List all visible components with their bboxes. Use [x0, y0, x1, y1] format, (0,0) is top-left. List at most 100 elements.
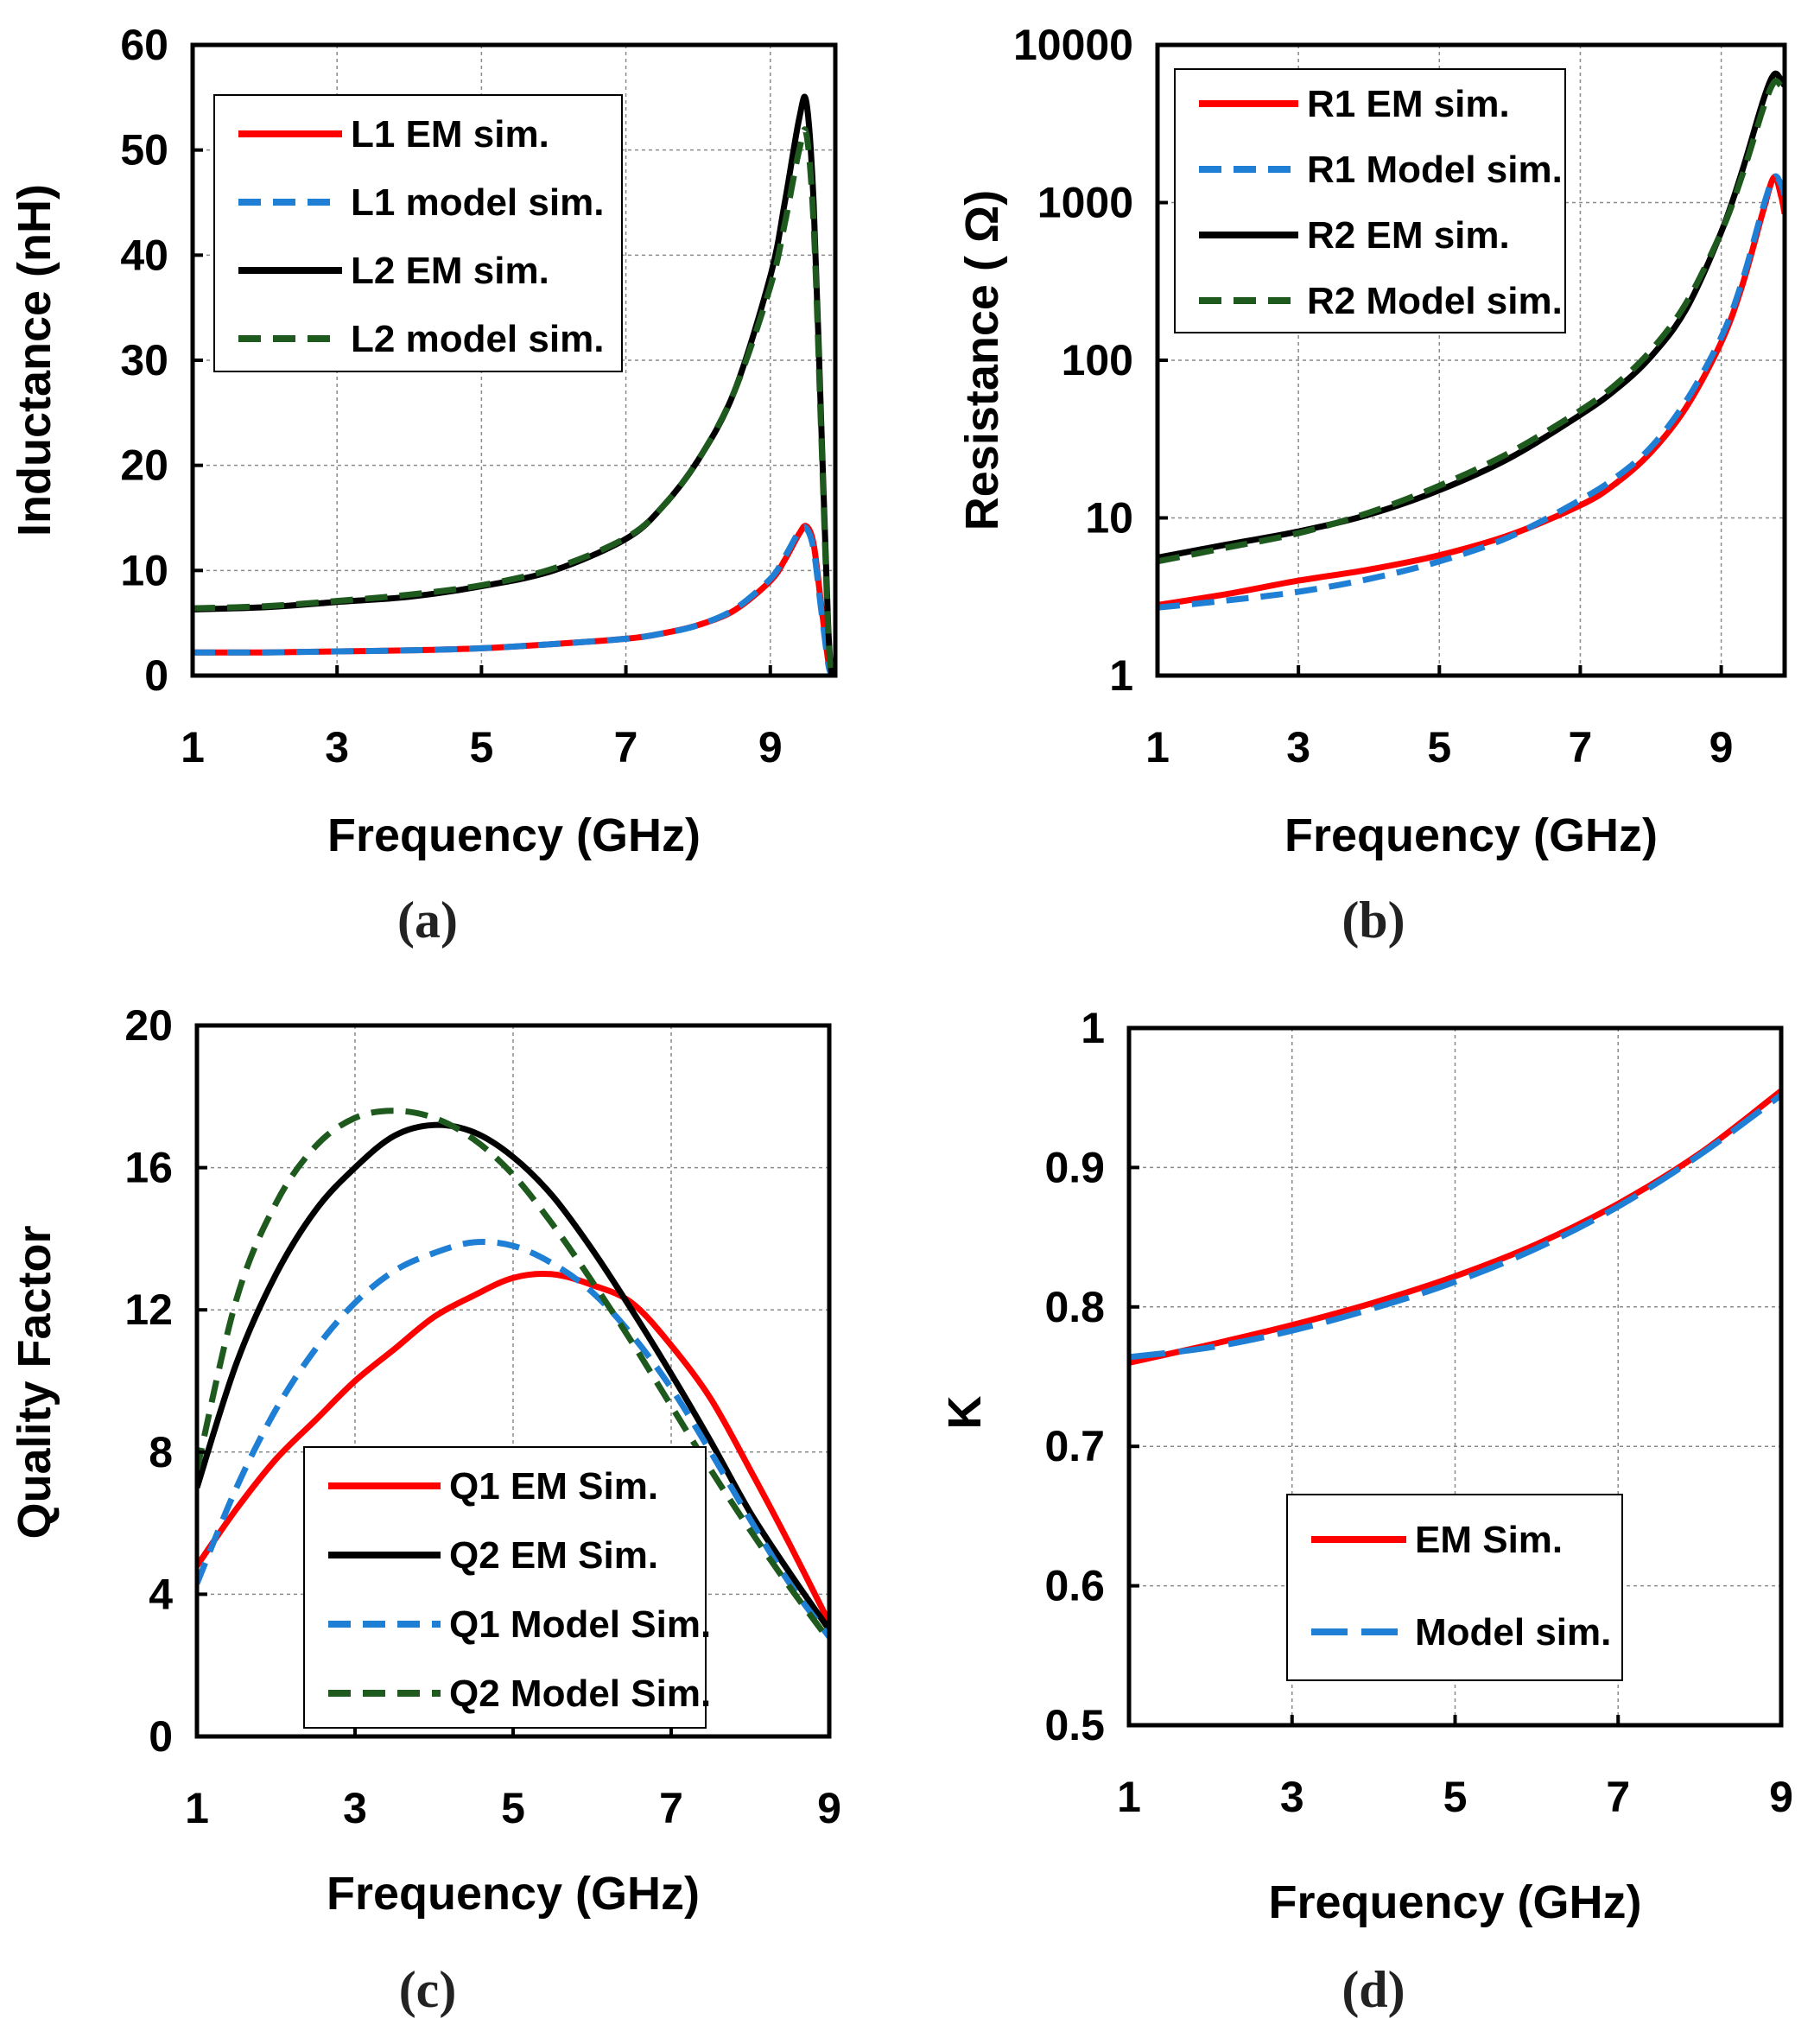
legend: L1 EM sim. L1 model sim. L2 EM sim. L2 mode… [213, 94, 623, 372]
y-tick-label: 12 [124, 1285, 173, 1334]
y-tick-label: 1 [1109, 651, 1133, 700]
x-axis-title: Frequency (GHz) [1284, 809, 1658, 861]
legend-box [1286, 1494, 1623, 1681]
legend: EM Sim. Model sim. [1286, 1494, 1623, 1681]
x-tick-label: 9 [758, 723, 783, 771]
x-tick-label: 5 [1443, 1773, 1468, 1821]
panel-b: 1 3 5 7 9 1 10 100 1000 10000 Frequency (GHz) Resis… [956, 21, 1787, 949]
legend-label: R1 EM sim. [1307, 83, 1510, 125]
x-tick-label: 1 [1117, 1773, 1141, 1821]
series-group [1129, 1088, 1781, 1366]
series-line-q2-em-sim [197, 1121, 829, 1632]
legend-box [213, 94, 623, 372]
legend: Q1 EM Sim. Q2 EM Sim. Q1 Model Sim. Q2 Mode… [303, 1446, 711, 1729]
series-line-l2-model-sim [193, 126, 835, 676]
y-tick-label: 0.9 [1044, 1143, 1105, 1191]
series-line-r2-model-sim [1158, 78, 1785, 565]
x-tick-label: 5 [1427, 723, 1451, 771]
legend: R1 EM sim. R1 Model sim. R2 EM sim. R2 Mode… [1174, 68, 1566, 333]
x-tick-label: 3 [1280, 1773, 1304, 1821]
panel-c: 1 3 5 7 9 0 4 8 12 16 20 Frequency (GHz) Quality Fac… [9, 1001, 841, 2018]
legend-label: Q2 EM Sim. [449, 1534, 658, 1577]
series-group [197, 1108, 829, 1642]
x-axis-title: Frequency (GHz) [1268, 1876, 1641, 1928]
y-tick-label: 1 [1081, 1004, 1105, 1052]
series-line-l1-em-sim [193, 523, 835, 676]
x-tick-label: 1 [1145, 723, 1170, 771]
x-tick-label: 1 [181, 723, 205, 771]
legend-label: L1 EM sim. [351, 113, 549, 156]
series-line-r2-em-sim [1158, 70, 1785, 561]
x-tick-label: 5 [501, 1784, 525, 1832]
y-tick-label: 60 [120, 21, 168, 69]
legend-label: EM Sim. [1415, 1519, 1563, 1561]
x-axis-title: Frequency (GHz) [327, 809, 701, 861]
x-tick-label: 9 [817, 1784, 841, 1832]
x-axis-title: Frequency (GHz) [327, 1868, 700, 1920]
legend-label: L2 EM sim. [351, 250, 549, 292]
series-group [1158, 70, 1785, 611]
legend-label: R2 EM sim. [1307, 214, 1510, 257]
series-line-l1-model-sim [193, 524, 835, 676]
y-tick-label: 30 [120, 336, 168, 384]
legend-label: Q1 Model Sim. [449, 1603, 711, 1646]
panel-caption: (c) [399, 1961, 457, 2018]
series-line-q1-em-sim [197, 1271, 829, 1624]
legend-label: L2 model sim. [351, 318, 604, 360]
x-tick-label: 3 [325, 723, 349, 771]
x-tick-label: 5 [469, 723, 493, 771]
y-tick-label: 0.5 [1044, 1701, 1105, 1749]
y-tick-label: 0.8 [1044, 1283, 1105, 1331]
series-line-r1-model-sim [1158, 173, 1785, 611]
panel-caption: (a) [397, 892, 458, 949]
x-tick-label: 3 [343, 1784, 367, 1832]
x-tick-label: 3 [1286, 723, 1310, 771]
legend-label: R2 Model sim. [1307, 280, 1563, 322]
y-tick-label: 20 [124, 1001, 173, 1050]
series-line-q2-model-sim [197, 1108, 829, 1642]
series-line-q1-model-sim [197, 1238, 829, 1639]
y-tick-label: 0.6 [1044, 1562, 1105, 1610]
panel-a: 1 3 5 7 9 0 10 20 30 40 50 60 Frequency (GHz) Inducta… [9, 21, 838, 949]
x-tick-label: 7 [614, 723, 638, 771]
y-tick-label: 0 [144, 651, 168, 700]
legend-label: Q1 EM Sim. [449, 1465, 658, 1508]
legend-label: R1 Model sim. [1307, 149, 1563, 191]
y-axis-title: Resistance ( Ω) [956, 190, 1008, 530]
legend-label: L1 model sim. [351, 181, 604, 224]
x-tick-label: 9 [1769, 1773, 1793, 1821]
x-tick-label: 9 [1709, 723, 1734, 771]
series-group [193, 93, 835, 676]
y-tick-label: 8 [149, 1428, 173, 1476]
series-line-model-sim [1129, 1092, 1781, 1361]
y-tick-label: 10000 [1013, 21, 1133, 69]
series-line-em-sim [1129, 1088, 1781, 1366]
y-tick-label: 100 [1062, 336, 1133, 384]
y-axis-title: Quality Factor [9, 1225, 60, 1539]
y-tick-label: 50 [120, 126, 168, 175]
panel-d: 1 3 5 7 9 0.5 0.6 0.7 0.8 0.9 1 Frequency (GHz) K EM … [939, 1004, 1793, 2018]
y-tick-label: 4 [149, 1570, 173, 1618]
legend-label: Model sim. [1415, 1611, 1611, 1654]
x-tick-label: 1 [185, 1784, 209, 1832]
y-axis-title: K [939, 1396, 991, 1430]
y-axis-title: Inductance (nH) [9, 184, 60, 536]
panel-caption: (d) [1341, 1961, 1405, 2018]
y-tick-label: 40 [120, 231, 168, 279]
y-tick-label: 20 [120, 441, 168, 490]
y-tick-label: 1000 [1037, 179, 1133, 227]
y-tick-label: 10 [120, 546, 168, 594]
legend-box [1174, 68, 1566, 333]
x-tick-label: 7 [1569, 723, 1593, 771]
legend-label: Q2 Model Sim. [449, 1673, 711, 1715]
x-tick-label: 7 [1606, 1773, 1630, 1821]
y-tick-label: 16 [124, 1144, 173, 1192]
x-tick-label: 7 [659, 1784, 683, 1832]
y-tick-label: 0.7 [1044, 1422, 1105, 1470]
y-tick-label: 10 [1085, 494, 1133, 543]
legend-box [303, 1446, 707, 1729]
panel-caption: (b) [1341, 892, 1405, 949]
y-tick-label: 0 [149, 1712, 173, 1761]
